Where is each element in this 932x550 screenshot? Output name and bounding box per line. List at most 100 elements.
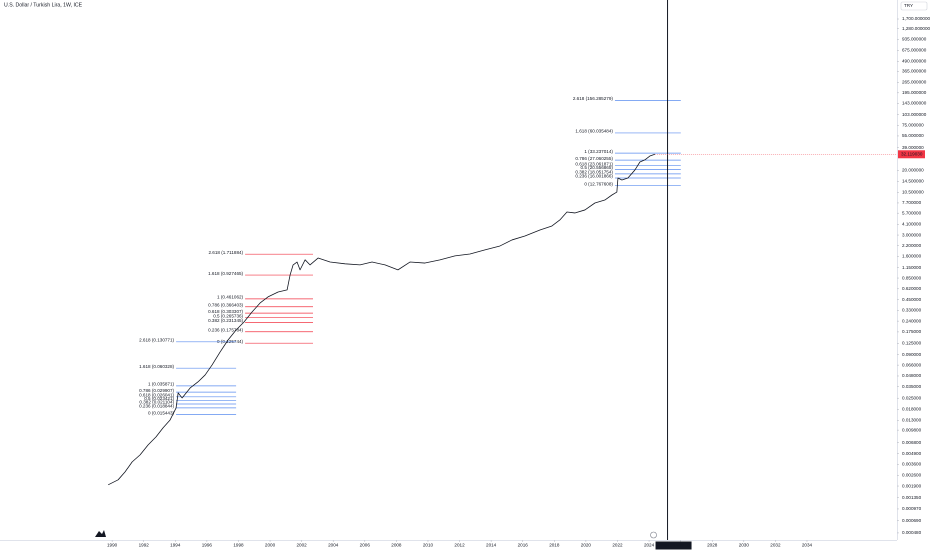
- x-tick-label: 2024: [644, 543, 655, 548]
- y-tick-label: 0.035000: [902, 384, 922, 389]
- y-tick-label: 675.000000: [902, 48, 927, 53]
- x-tick-label: 1998: [233, 543, 244, 548]
- x-tick-label: 2006: [360, 543, 371, 548]
- x-tick-label: 1994: [170, 543, 181, 548]
- y-tick-label: 20.000000: [902, 168, 924, 173]
- cursor-date-box: [655, 541, 692, 550]
- y-tick-label: 0.090000: [902, 352, 922, 357]
- x-tick-label: 2028: [707, 543, 718, 548]
- fib-level-label: 0.618 (0.303307): [208, 309, 243, 314]
- x-tick-label: 2002: [297, 543, 308, 548]
- y-tick-label: 0.175000: [902, 329, 922, 334]
- y-tick-label: 365.000000: [902, 69, 927, 74]
- x-tick-label: 2022: [612, 543, 623, 548]
- fib-retracement: 2.618 (156.285279) 1.618 (60.035484) 1 (33…: [573, 96, 681, 186]
- x-tick-label: 1992: [139, 543, 150, 548]
- y-tick-label: 7.700000: [902, 200, 922, 205]
- fib-level-label: 0.786 (27.060255): [575, 156, 613, 161]
- y-tick-label: 935.000000: [902, 37, 927, 42]
- y-tick-label: 143.000000: [902, 101, 927, 106]
- y-tick-label: 195.000000: [902, 90, 927, 95]
- fib-level-label: 0.382 (18.051754): [575, 170, 613, 175]
- y-tick-label: 0.240000: [902, 318, 922, 323]
- y-tick-label: 0.000690: [902, 518, 922, 523]
- y-tick-label: 0.002600: [902, 473, 922, 478]
- fib-level-label: 1.618 (0.060328): [139, 364, 174, 369]
- y-tick-label: 0.330000: [902, 308, 922, 313]
- x-tick-label: 2012: [454, 543, 465, 548]
- fib-level-label: 0 (0.015443): [148, 410, 175, 415]
- tradingview-logo: [95, 530, 106, 537]
- y-tick-label: 0.066000: [902, 362, 922, 367]
- fib-level-label: 1 (0.461062): [217, 295, 244, 300]
- y-tick-label: 55.000000: [902, 133, 924, 138]
- y-tick-label: 0.003600: [902, 461, 922, 466]
- y-tick-label: 0.018000: [902, 407, 922, 412]
- y-tick-label: 3.000000: [902, 232, 922, 237]
- y-tick-label: 0.850000: [902, 275, 922, 280]
- fib-level-label: 2.618 (0.130771): [139, 338, 174, 343]
- y-tick-label: 5.700000: [902, 210, 922, 215]
- fib-level-label: 0 (12.767608): [584, 181, 613, 186]
- fib-level-label: 1.618 (60.035484): [575, 129, 613, 134]
- fib-retracement: 2.618 (1.711884) 1.618 (0.927465) 1 (0.461…: [208, 250, 314, 344]
- y-tick-label: 0.000970: [902, 506, 922, 511]
- y-tick-label: 4.100000: [902, 222, 922, 227]
- fib-level-label: 2.618 (1.711884): [208, 250, 243, 255]
- x-tick-label: 1996: [202, 543, 213, 548]
- fib-level-label: 1 (0.035871): [148, 382, 175, 387]
- x-tick-label: 2000: [265, 543, 276, 548]
- last-price-box: [898, 150, 925, 159]
- y-tick-label: 1.600000: [902, 254, 922, 259]
- cursor-date-label: Mon 03 Mar '25: [660, 543, 692, 548]
- fib-level-label: 0.5 (20.556865): [581, 165, 614, 170]
- y-tick-label: 265.000000: [902, 80, 927, 85]
- x-tick-label: 2032: [770, 543, 781, 548]
- fib-level-label: 0.5 (0.023421): [144, 396, 174, 401]
- currency-box[interactable]: [900, 1, 928, 11]
- fib-level-label: 0.618 (23.061871): [575, 161, 613, 166]
- fib-level-label: 0 (0.125744): [217, 339, 244, 344]
- fib-level-label: 0.786 (0.029907): [139, 388, 174, 393]
- cursor-icon: [650, 531, 657, 539]
- y-tick-label: 0.125000: [902, 341, 922, 346]
- fib-level-label: 0.5 (0.265736): [213, 313, 243, 318]
- y-tick-label: 0.013000: [902, 418, 922, 423]
- y-tick-label: 2.200000: [902, 243, 922, 248]
- last-price-label: 32.119030: [901, 151, 923, 156]
- y-tick-label: 0.004900: [902, 451, 922, 456]
- x-tick-label: 2004: [328, 543, 339, 548]
- y-tick-label: 0.006800: [902, 440, 922, 445]
- y-tick-label: 0.000480: [902, 530, 922, 535]
- currency-label[interactable]: TRY: [904, 3, 913, 8]
- x-tick-label: 2030: [739, 543, 750, 548]
- y-tick-label: 10.500000: [902, 190, 924, 195]
- y-tick-label: 0.450000: [902, 297, 922, 302]
- y-tick-label: 39.000000: [902, 145, 924, 150]
- fib-level-label: 0.786 (0.366403): [208, 302, 243, 307]
- y-tick-label: 0.001900: [902, 483, 922, 488]
- y-tick-label: 0.001350: [902, 495, 922, 500]
- y-tick-label: 1,280.000000: [902, 26, 931, 31]
- y-tick-label: 14.500000: [902, 179, 924, 184]
- price-line: [108, 153, 656, 486]
- x-tick-label: 2010: [423, 543, 434, 548]
- x-tick-label: 2034: [802, 543, 813, 548]
- x-tick-label: 2018: [549, 543, 560, 548]
- fib-level-label: 0.618 (0.026041): [139, 393, 174, 398]
- y-tick-label: 103.000000: [902, 112, 927, 117]
- chart-title: U.S. Dollar / Turkish Lira, 1W, ICE: [4, 2, 83, 8]
- x-tick-label: 2020: [581, 543, 592, 548]
- x-tick-label: 2014: [486, 543, 497, 548]
- fib-level-label: 0.236 (0.175784): [208, 327, 243, 332]
- x-tick-label: 1990: [107, 543, 118, 548]
- fib-level-label: 2.618 (156.285279): [573, 96, 614, 101]
- fib-retracement: 2.618 (0.130771) 1.618 (0.060328) 1 (0.035…: [139, 338, 237, 415]
- x-tick-label: 2016: [518, 543, 529, 548]
- y-tick-label: 490.000000: [902, 59, 927, 64]
- fib-level-label: 0.236 (0.018844): [139, 404, 174, 409]
- y-tick-label: 75.000000: [902, 123, 924, 128]
